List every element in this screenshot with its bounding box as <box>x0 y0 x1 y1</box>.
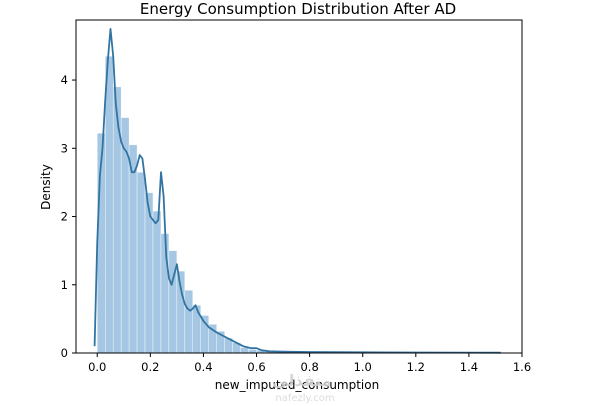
watermark-text: منفذلي <box>272 371 331 391</box>
y-tick-label: 2 <box>61 210 68 224</box>
histogram-bar <box>160 233 170 354</box>
histogram-bar <box>184 290 194 354</box>
x-tick-label: 0.2 <box>141 360 159 374</box>
y-tick-label: 1 <box>61 278 68 292</box>
histogram-bar <box>105 55 114 354</box>
watermark-url: nafezly.com <box>275 393 334 404</box>
x-tick-label: 0.4 <box>194 360 212 374</box>
y-tick-label: 4 <box>61 73 68 87</box>
x-tick-label: 1.0 <box>354 360 372 374</box>
histogram-bars <box>97 55 504 354</box>
y-axis-label: Density <box>39 164 53 210</box>
histogram-bar <box>248 349 257 354</box>
x-tick-label: 0.6 <box>247 360 265 374</box>
histogram-bar <box>200 315 209 354</box>
histogram-bar <box>176 270 186 354</box>
x-tick-label: 1.2 <box>407 360 425 374</box>
y-tick-label: 3 <box>61 141 68 155</box>
y-axis-ticks: 0 1 2 3 4 <box>61 73 76 360</box>
x-tick-label: 0.8 <box>300 360 318 374</box>
histogram-bar <box>144 192 154 354</box>
chart-title: Energy Consumption Distribution After AD <box>140 0 456 18</box>
histogram-bar <box>120 117 130 354</box>
histogram-bar <box>192 305 201 354</box>
x-tick-label: 1.6 <box>513 360 531 374</box>
histogram-bar <box>136 171 146 354</box>
histogram-bar <box>152 210 162 354</box>
x-axis-ticks: 0.0 0.2 0.4 0.6 0.8 1.0 1.2 1.4 1.6 <box>88 353 531 374</box>
histogram-bar <box>240 347 249 354</box>
histogram-bar <box>112 86 122 354</box>
x-axis-label: new_imputed_consumption <box>215 378 379 392</box>
watermark: منفذلي nafezly.com <box>272 371 334 404</box>
y-tick-label: 0 <box>61 346 68 360</box>
x-tick-label: 1.4 <box>460 360 478 374</box>
plot-frame <box>75 19 523 354</box>
kde-line <box>93 28 501 354</box>
x-tick-label: 0.0 <box>88 360 106 374</box>
histogram-bar <box>128 144 138 354</box>
